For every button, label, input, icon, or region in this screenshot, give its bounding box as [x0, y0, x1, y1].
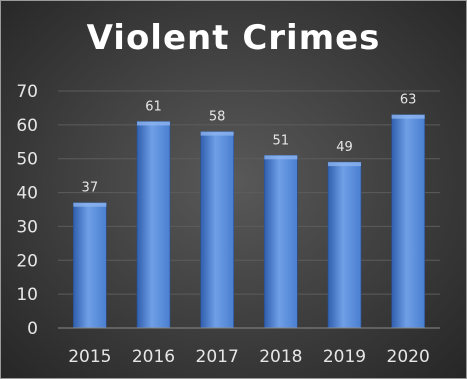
data-labels: 37 61 58 51 49 63 [82, 93, 417, 196]
bar-2018 [264, 155, 298, 329]
y-tick-label: 10 [16, 285, 38, 305]
data-label-2020: 63 [400, 93, 417, 108]
data-label-2015: 37 [82, 181, 99, 196]
y-axis-tick-labels: 0 10 20 30 40 50 60 70 [16, 82, 38, 339]
y-tick-label: 50 [16, 150, 38, 170]
x-tick-label-2020: 2020 [387, 347, 430, 367]
bar-2020 [391, 114, 425, 329]
x-tick-label-2017: 2017 [196, 347, 239, 367]
chart-title: Violent Crimes [86, 18, 381, 58]
data-label-2019: 49 [336, 140, 353, 155]
gridlines [58, 90, 440, 295]
bar-top-highlight [264, 155, 298, 160]
data-label-2017: 58 [209, 110, 226, 125]
bar-2019 [327, 161, 362, 329]
y-tick-label: 70 [16, 82, 38, 102]
y-tick-label: 40 [16, 184, 38, 204]
x-tick-label-2018: 2018 [259, 347, 302, 367]
x-axis-tick-labels: 2015 2016 2017 2018 2019 2020 [68, 347, 430, 367]
data-label-2016: 61 [145, 99, 162, 114]
x-tick-label-2015: 2015 [68, 347, 111, 367]
bar-top-highlight [391, 114, 425, 119]
bars [73, 114, 425, 329]
y-tick-label: 60 [16, 116, 38, 136]
bar-2016 [136, 121, 171, 329]
y-tick-label: 20 [16, 251, 38, 271]
y-tick-label: 0 [27, 319, 38, 339]
x-tick-label-2019: 2019 [323, 347, 366, 367]
bar-top-highlight [137, 121, 170, 126]
data-label-2018: 51 [273, 133, 290, 148]
bar-top-highlight [200, 131, 234, 136]
bar-top-highlight [73, 202, 107, 207]
y-tick-label: 30 [16, 217, 38, 237]
bar-2017 [200, 131, 234, 329]
bar-2015 [73, 202, 107, 329]
bar-top-highlight [328, 162, 361, 167]
x-tick-label-2016: 2016 [132, 347, 175, 367]
